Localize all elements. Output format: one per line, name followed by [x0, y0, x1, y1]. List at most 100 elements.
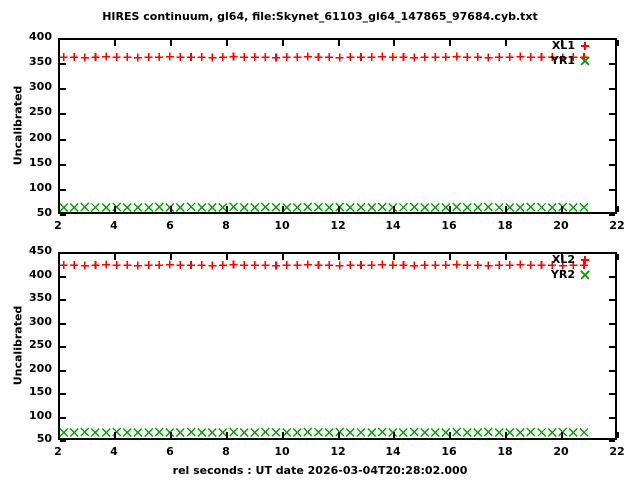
- x-tick-label-top-0: 2: [54, 219, 62, 232]
- x-tick-top-top-7: [449, 40, 451, 46]
- x-tick-top-bottom-5: [338, 254, 340, 260]
- y-tick-right-bottom-2: [609, 393, 615, 395]
- x-tick-top-2: [170, 206, 172, 212]
- x-tick-top-bottom-7: [449, 254, 451, 260]
- y-tick-label-bottom-4: 250: [29, 338, 52, 351]
- x-tick-top-9: [561, 206, 563, 212]
- x-tick-top-bottom-0: [58, 254, 60, 260]
- y-tick-label-bottom-7: 400: [29, 268, 52, 281]
- y-tick-right-top-4: [609, 113, 615, 115]
- legend-label-yr2: YR2: [550, 268, 575, 281]
- y-tick-bottom-3: [60, 370, 66, 372]
- y-tick-bottom-6: [60, 299, 66, 301]
- y-tick-label-top-2: 150: [29, 156, 52, 169]
- x-tick-bottom-9: [561, 432, 563, 438]
- y-tick-bottom-5: [60, 323, 66, 325]
- legend-marker-xl2: [581, 256, 589, 264]
- y-tick-label-top-7: 400: [29, 30, 52, 43]
- x-tick-top-bottom-10: [617, 254, 619, 260]
- y-tick-label-bottom-8: 450: [29, 244, 52, 257]
- x-tick-top-bottom-4: [282, 254, 284, 260]
- x-tick-bottom-2: [170, 432, 172, 438]
- x-tick-label-bottom-3: 8: [222, 445, 230, 458]
- x-tick-label-top-2: 6: [166, 219, 174, 232]
- plot-frame-bottom: [58, 252, 617, 440]
- x-tick-top-bottom-1: [114, 254, 116, 260]
- x-tick-bottom-8: [505, 432, 507, 438]
- x-tick-label-bottom-0: 2: [54, 445, 62, 458]
- x-tick-top-5: [338, 206, 340, 212]
- x-tick-top-top-2: [170, 40, 172, 46]
- x-tick-bottom-3: [226, 432, 228, 438]
- y-tick-right-top-2: [609, 164, 615, 166]
- x-axis-label: rel seconds : UT date 2026-03-04T20:28:0…: [172, 464, 468, 477]
- y-tick-top-4: [60, 113, 66, 115]
- y-tick-right-bottom-1: [609, 417, 615, 419]
- x-tick-top-top-6: [393, 40, 395, 46]
- x-tick-top-top-9: [561, 40, 563, 46]
- y-tick-label-bottom-0: 50: [36, 432, 52, 445]
- y-tick-label-top-1: 100: [29, 181, 52, 194]
- y-tick-label-bottom-3: 200: [29, 362, 52, 375]
- series-yr1: [59, 202, 589, 212]
- y-tick-right-bottom-4: [609, 346, 615, 348]
- y-tick-label-bottom-2: 150: [29, 385, 52, 398]
- x-tick-label-top-9: 20: [553, 219, 569, 232]
- y-tick-right-bottom-6: [609, 299, 615, 301]
- y-tick-label-top-0: 50: [36, 206, 52, 219]
- y-tick-top-5: [60, 88, 66, 90]
- legend-label-xl2: XL2: [551, 253, 575, 266]
- y-tick-top-3: [60, 139, 66, 141]
- y-tick-right-bottom-8: [609, 252, 615, 254]
- y-tick-right-bottom-5: [609, 323, 615, 325]
- x-tick-top-top-10: [617, 40, 619, 46]
- x-tick-top-4: [282, 206, 284, 212]
- y-tick-right-top-3: [609, 139, 615, 141]
- legend-marker-xl1: [581, 42, 589, 50]
- y-tick-right-bottom-7: [609, 276, 615, 278]
- legend-marker-yr2: [580, 270, 590, 280]
- x-tick-top-bottom-2: [170, 254, 172, 260]
- series-yr2: [59, 427, 589, 437]
- y-tick-bottom-2: [60, 393, 66, 395]
- x-tick-label-bottom-5: 12: [330, 445, 346, 458]
- y-tick-label-top-6: 350: [29, 55, 52, 68]
- x-tick-bottom-6: [393, 432, 395, 438]
- plot-frame-top: [58, 38, 617, 214]
- x-tick-label-bottom-10: 22: [609, 445, 625, 458]
- y-tick-label-bottom-6: 350: [29, 291, 52, 304]
- x-tick-bottom-10: [617, 432, 619, 438]
- x-tick-bottom-7: [449, 432, 451, 438]
- x-tick-top-top-8: [505, 40, 507, 46]
- series-xl1: [59, 52, 589, 62]
- y-tick-bottom-7: [60, 276, 66, 278]
- y-tick-right-bottom-3: [609, 370, 615, 372]
- x-tick-label-top-3: 8: [222, 219, 230, 232]
- x-tick-label-top-1: 4: [110, 219, 118, 232]
- y-tick-right-top-0: [609, 214, 615, 216]
- x-tick-top-7: [449, 206, 451, 212]
- x-tick-label-bottom-9: 20: [553, 445, 569, 458]
- y-tick-label-top-3: 200: [29, 131, 52, 144]
- x-tick-top-10: [617, 206, 619, 212]
- x-tick-top-top-4: [282, 40, 284, 46]
- x-tick-label-top-7: 16: [441, 219, 457, 232]
- y-tick-bottom-1: [60, 417, 66, 419]
- y-tick-top-7: [60, 38, 66, 40]
- x-tick-label-top-4: 10: [274, 219, 290, 232]
- y-tick-label-bottom-5: 300: [29, 315, 52, 328]
- x-tick-top-3: [226, 206, 228, 212]
- x-tick-label-top-10: 22: [609, 219, 625, 232]
- x-tick-label-bottom-6: 14: [385, 445, 401, 458]
- x-tick-top-top-1: [114, 40, 116, 46]
- y-tick-right-top-6: [609, 63, 615, 65]
- x-tick-top-top-3: [226, 40, 228, 46]
- x-tick-label-bottom-4: 10: [274, 445, 290, 458]
- y-tick-right-bottom-0: [609, 440, 615, 442]
- legend-label-yr1: YR1: [550, 54, 575, 67]
- y-tick-bottom-8: [60, 252, 66, 254]
- x-tick-top-bottom-8: [505, 254, 507, 260]
